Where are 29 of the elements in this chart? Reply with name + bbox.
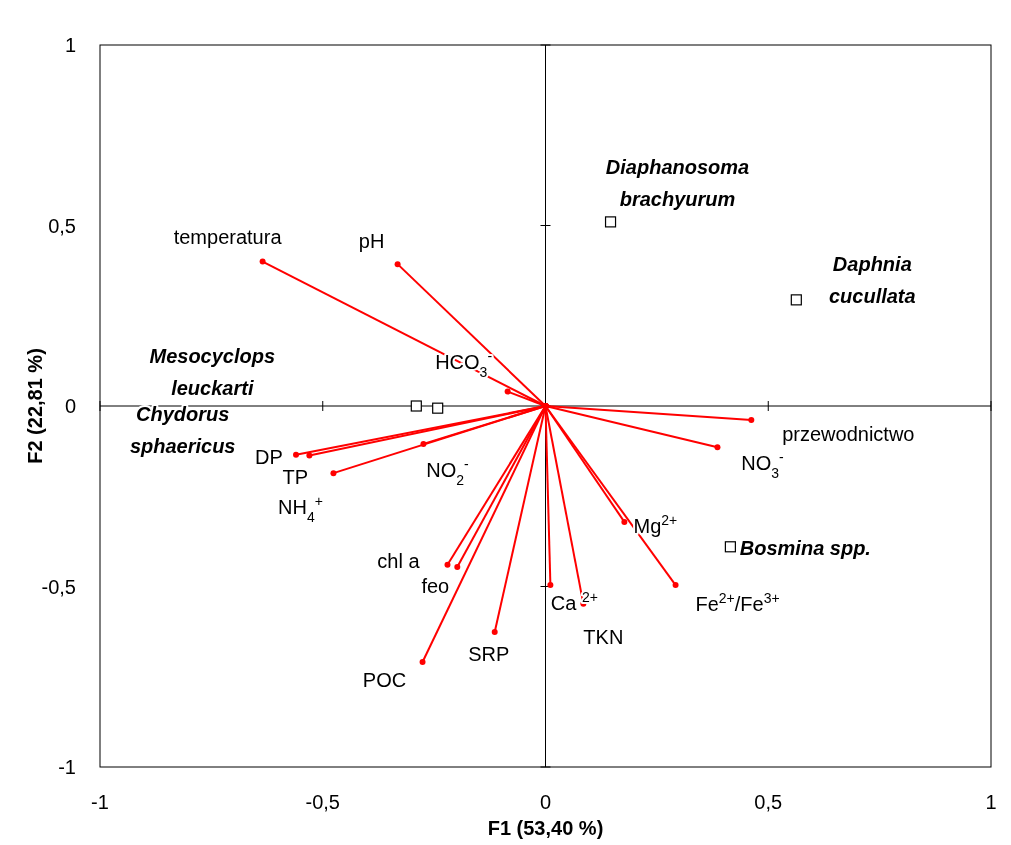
annotation: SRP [468,642,510,665]
annotation: DP [255,445,283,468]
x-tick-label: 0 [539,791,552,813]
annotation: Bosmina spp. [739,536,871,559]
annotation: przewodnictwo [782,423,915,446]
y-axis-title: F2 (22,81 %) [24,348,46,464]
x-tick-label: 0,5 [754,791,783,813]
annotation: Chydorus sphaericus [129,403,236,458]
annotation: TP [282,466,309,489]
x-tick-label: 1 [985,791,997,813]
y-tick-label: -0,5 [41,575,76,598]
x-tick-label: -0,5 [305,791,340,813]
annotation: Diaphanosoma brachyurum [605,155,750,210]
annotation: Daphnia cucullata [828,252,916,307]
y-tick-label: 0,5 [48,214,76,237]
annotation: TKN [583,625,624,648]
annotation: Mg$^{2+}$ [633,511,678,537]
y-tick-label: 1 [64,34,76,56]
annotation: pH [358,230,385,253]
annotation: chl a [377,549,421,572]
annotation: Fe$^{2+}$/Fe$^{3+}$ [695,590,780,616]
y-tick-label: -1 [58,756,76,778]
annotation: Mesocyclops leuckarti [149,345,276,399]
y-tick-label: 0 [64,395,76,417]
annotation: feo [421,575,450,598]
x-tick-label: -1 [91,791,109,813]
annotation: temperatura [173,225,283,248]
annotation: POC [362,668,407,691]
x-axis-title: F1 (53,40 %) [487,817,604,839]
